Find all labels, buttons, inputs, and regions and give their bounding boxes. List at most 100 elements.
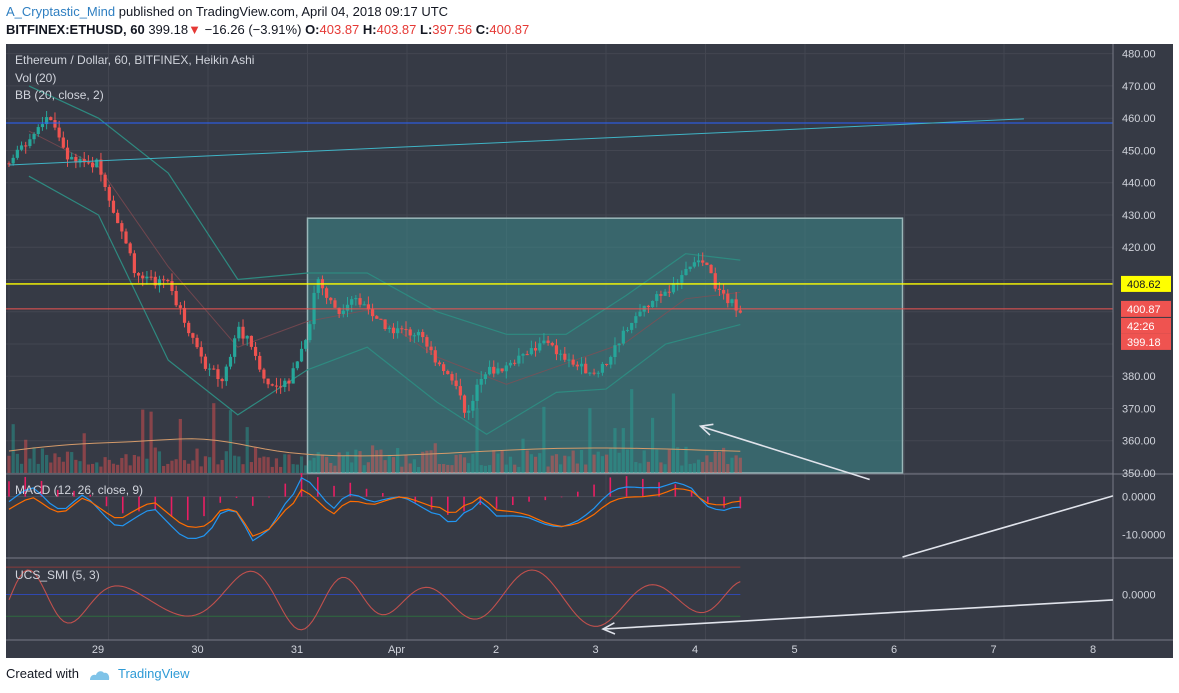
volume-bar — [504, 464, 508, 473]
volume-bar — [95, 462, 99, 473]
candle-body — [287, 380, 291, 384]
volume-bar — [7, 455, 11, 473]
time-axis-tick: 3 — [592, 644, 598, 656]
time-axis-tick: 8 — [1090, 644, 1096, 656]
candle-body — [421, 332, 425, 338]
volume-bar — [487, 465, 492, 473]
volume-bar — [228, 410, 233, 473]
volume-bar — [320, 454, 325, 473]
candle-body — [391, 327, 396, 334]
candle-body — [517, 355, 521, 364]
volume-bar — [667, 449, 671, 473]
volume-bar — [308, 460, 312, 473]
chart-area[interactable]: 350.00360.00370.00380.00390.00400.00410.… — [6, 44, 1173, 658]
candle-body — [228, 356, 233, 367]
volume-bar — [187, 463, 191, 473]
volume-bar — [182, 460, 187, 473]
volume-bar — [676, 447, 680, 473]
candle-body — [375, 316, 379, 319]
volume-bar — [625, 449, 630, 473]
target-zone-rect — [306, 217, 904, 474]
candle-body — [7, 163, 11, 165]
volume-bar — [396, 448, 400, 473]
price-axis-tick: 420.00 — [1122, 242, 1156, 254]
volume-bar — [61, 461, 65, 473]
volume-bar — [521, 438, 525, 473]
volume-bar — [329, 462, 333, 473]
candle-body — [245, 335, 249, 339]
volume-bar — [249, 462, 253, 473]
volume-bar — [116, 464, 120, 473]
candle-body — [57, 127, 61, 138]
candle-body — [450, 374, 454, 381]
volume-bar — [567, 456, 571, 473]
candle-body — [291, 368, 295, 384]
candle-body — [90, 162, 95, 168]
candle-body — [203, 356, 208, 369]
candle-body — [86, 162, 91, 164]
candle-body — [442, 364, 446, 372]
countdown-label-bg — [1121, 317, 1171, 334]
macd-trend-arrow — [902, 495, 1114, 558]
macd-pane-title: MACD (12, 26, close, 9) — [15, 483, 143, 497]
volume-bar — [554, 454, 559, 473]
volume-bar — [78, 461, 82, 473]
candle-body — [492, 366, 496, 374]
volume-bar — [529, 454, 533, 473]
candle-body — [684, 268, 688, 276]
candle-body — [588, 372, 592, 374]
volume-bar — [304, 465, 308, 473]
volume-bar — [82, 433, 86, 473]
volume-bar — [53, 453, 57, 473]
volume-bar — [224, 451, 228, 473]
author-link[interactable]: A_Cryptastic_Mind — [6, 4, 116, 19]
candle-body — [513, 362, 517, 364]
time-axis-tick: 31 — [291, 644, 303, 656]
volume-bar — [391, 457, 396, 473]
volume-bar — [496, 453, 500, 473]
candle-body — [525, 354, 529, 356]
volume-bar — [475, 408, 479, 473]
volume-bar — [178, 418, 182, 473]
candle-body — [554, 345, 559, 355]
volume-bar — [412, 459, 416, 473]
volume-bar — [174, 459, 178, 473]
volume-bar — [538, 453, 542, 473]
volume-bar — [722, 447, 726, 473]
volume-bar — [99, 466, 103, 473]
candle-body — [120, 223, 124, 232]
candle-body — [521, 354, 525, 356]
candle-body — [141, 275, 145, 279]
volume-bar — [279, 466, 283, 473]
chart-svg[interactable]: 350.00360.00370.00380.00390.00400.00410.… — [6, 44, 1173, 658]
candle-body — [738, 310, 742, 313]
volume-bar — [74, 459, 78, 473]
candle-body — [479, 379, 483, 385]
volume-bar — [237, 456, 241, 473]
volume-bar — [508, 456, 513, 473]
tradingview-brand-link[interactable]: TradingView — [118, 666, 190, 681]
volume-bar — [207, 457, 212, 473]
candle-body — [337, 307, 341, 314]
bb-basis-line — [28, 130, 741, 385]
volume-bar — [638, 463, 642, 473]
candle-body — [416, 332, 421, 336]
volume-bar — [454, 454, 458, 473]
price-axis-tick: 380.00 — [1122, 371, 1156, 383]
candle-body — [596, 372, 600, 374]
volume-bar — [287, 454, 291, 473]
candle-body — [617, 343, 621, 346]
candle-body — [350, 299, 354, 305]
volume-ma-line — [8, 438, 741, 457]
volume-bar — [450, 465, 454, 473]
candle-body — [429, 346, 433, 351]
macd-axis-tick: -10.0000 — [1122, 529, 1165, 541]
candle-body — [11, 157, 15, 164]
candle-body — [609, 357, 613, 365]
volume-bar — [149, 411, 153, 473]
volume-bar — [291, 464, 295, 473]
macd-signal-line — [8, 487, 741, 537]
price-axis-tick: 370.00 — [1122, 403, 1156, 415]
candle-body — [187, 322, 191, 334]
volume-bar — [57, 457, 61, 473]
